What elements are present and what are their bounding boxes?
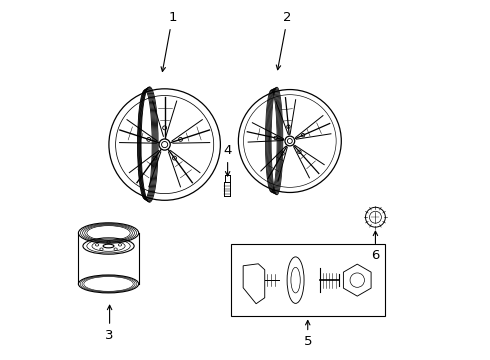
Text: 2: 2 [276,11,292,70]
Text: 5: 5 [303,320,312,348]
Text: 4: 4 [223,144,232,176]
Text: 1: 1 [161,11,176,72]
Text: 6: 6 [371,231,380,262]
Text: 3: 3 [105,305,114,342]
Bar [231,244,385,316]
